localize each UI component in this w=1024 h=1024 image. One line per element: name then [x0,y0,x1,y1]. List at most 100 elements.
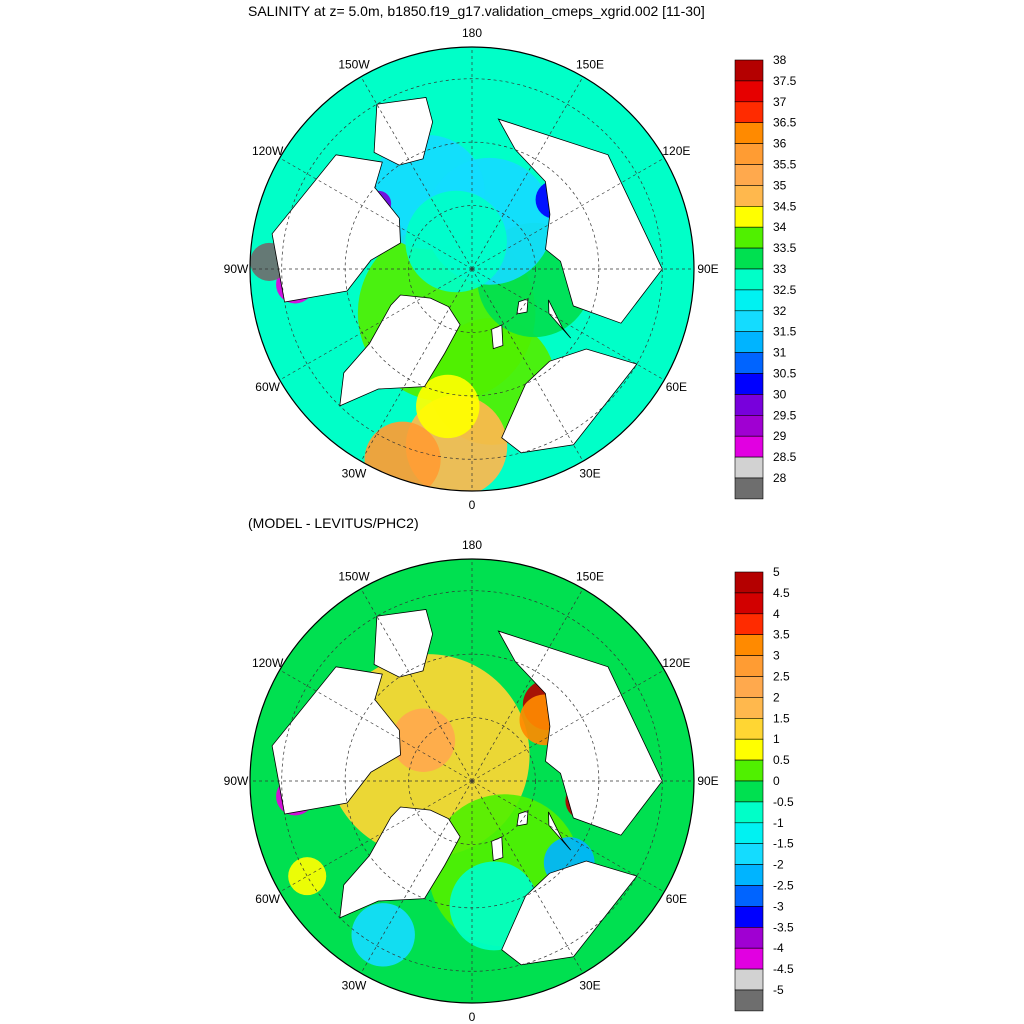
colorbar-label: 2 [773,690,780,704]
latitude-ring [408,205,536,333]
colorbar-swatch [734,122,764,144]
meridian-line [471,268,584,462]
meridian-line [471,76,584,270]
colorbar-label: 29 [773,429,787,443]
longitude-label: 150W [338,570,370,584]
land-greenland [339,294,461,407]
colorbar-swatch [734,989,764,1012]
colorbar-swatch [734,592,764,615]
colorbar-swatch [734,801,764,824]
colorbar-label: 33 [773,262,787,276]
map-border [249,46,695,492]
salinity-map-panel: 180 150E 120E 90E 60E 30E 0 30W 60W 90W 120W 150W 38… [224,26,797,512]
difference-subtitle: (MODEL - LEVITUS/PHC2) [248,515,419,531]
colorbar-label: 0.5 [773,753,790,767]
colorbar-swatch [734,226,764,249]
field-region [288,857,327,896]
meridian-line [471,780,584,974]
longitude-label: 60E [666,892,687,906]
colorbar-label: 32 [773,304,787,318]
land-svalbard [491,324,504,350]
colorbar-swatch [734,613,764,636]
colorbar-swatch [734,477,764,500]
colorbar-swatch [734,80,764,103]
map-title: SALINITY at z= 5.0m, b1850.f19_g17.valid… [248,3,705,19]
longitude-label: 90E [697,774,718,788]
longitude-label: 90E [697,262,718,276]
colorbar-label: -0.5 [773,795,794,809]
colorbar-swatch [734,185,764,207]
longitude-label: 30E [579,978,600,992]
colorbar-label: -1.5 [773,837,794,851]
colorbar-label: 35 [773,178,787,192]
land-canada [271,666,401,815]
colorbar-swatch [734,143,764,165]
colorbar-swatch [734,206,764,228]
longitude-label: 30E [579,466,600,480]
colorbar-swatch [734,435,764,458]
meridian-line [360,780,473,974]
longitude-label: 60W [255,380,280,394]
colorbar-swatch [734,59,764,82]
colorbar-swatch [734,331,764,353]
colorbar-label: 4 [773,607,780,621]
longitude-label: 150E [576,58,604,72]
colorbar-label: 1.5 [773,711,790,725]
colorbar-label: 36 [773,137,787,151]
colorbar-swatch [734,676,764,698]
meridian-line [279,669,473,782]
colorbar-label: 31 [773,346,787,360]
colorbar-swatch [734,885,764,907]
longitude-label: 30W [342,978,367,992]
colorbar-label: -1 [773,816,784,830]
meridian-line [471,268,665,381]
colorbar-label: 32.5 [773,283,797,297]
colorbar: 38 37.5 37 36.5 36 35.5 35 34.5 34 33.5 33 32.5 32 31… [734,53,797,500]
colorbar-label: 4.5 [773,586,790,600]
longitude-label: 90W [224,262,249,276]
colorbar-swatch [734,456,764,479]
land-alaska [373,609,434,678]
colorbar-swatch [734,289,764,312]
colorbar-swatch [734,655,764,677]
colorbar-label: 1 [773,732,780,746]
colorbar-label: 35.5 [773,158,797,172]
latitude-ring [281,590,663,972]
colorbar-label: 34 [773,220,787,234]
colorbar-swatch [734,373,764,395]
colorbar-label: -4.5 [773,962,794,976]
colorbar-label: 28.5 [773,450,797,464]
colorbar-label: -2 [773,858,784,872]
salinity-polar-map: 180 150E 120E 90E 60E 30E 0 30W 60W 90W 120W 150W 38… [224,26,797,512]
colorbar-swatch [734,571,764,594]
colorbar-swatch [734,101,764,124]
colorbar-swatch [734,697,764,719]
longitude-label: 0 [469,498,476,512]
colorbar-swatch [734,822,764,844]
land-novaya [548,811,572,851]
colorbar-label: 37.5 [773,74,797,88]
colorbar-swatch [734,906,764,928]
land-alaska [373,97,434,166]
longitude-label: 120W [252,144,284,158]
meridian-line [360,76,473,270]
colorbar-swatch [734,718,764,740]
difference-polar-map: 180 150E 120E 90E 60E 30E 0 30W 60W 90W 120W 150W 5 4… [224,538,794,1024]
longitude-label: 180 [462,26,482,40]
meridian-line [279,780,473,893]
longitude-label: 150E [576,570,604,584]
colorbar-swatch [734,414,764,437]
colorbar-label: 36.5 [773,116,797,130]
colorbar-swatch [734,634,764,656]
colorbar-swatch [734,759,764,782]
colorbar-label: 31.5 [773,325,797,339]
latitude-ring [408,717,536,845]
colorbar-label: 2.5 [773,670,790,684]
meridian-line [471,669,665,782]
colorbar-label: 3 [773,649,780,663]
colorbar-swatch [734,164,764,186]
colorbar-swatch [734,926,764,949]
land-canada [271,154,401,303]
longitude-label: 60E [666,380,687,394]
field-region [351,903,415,967]
